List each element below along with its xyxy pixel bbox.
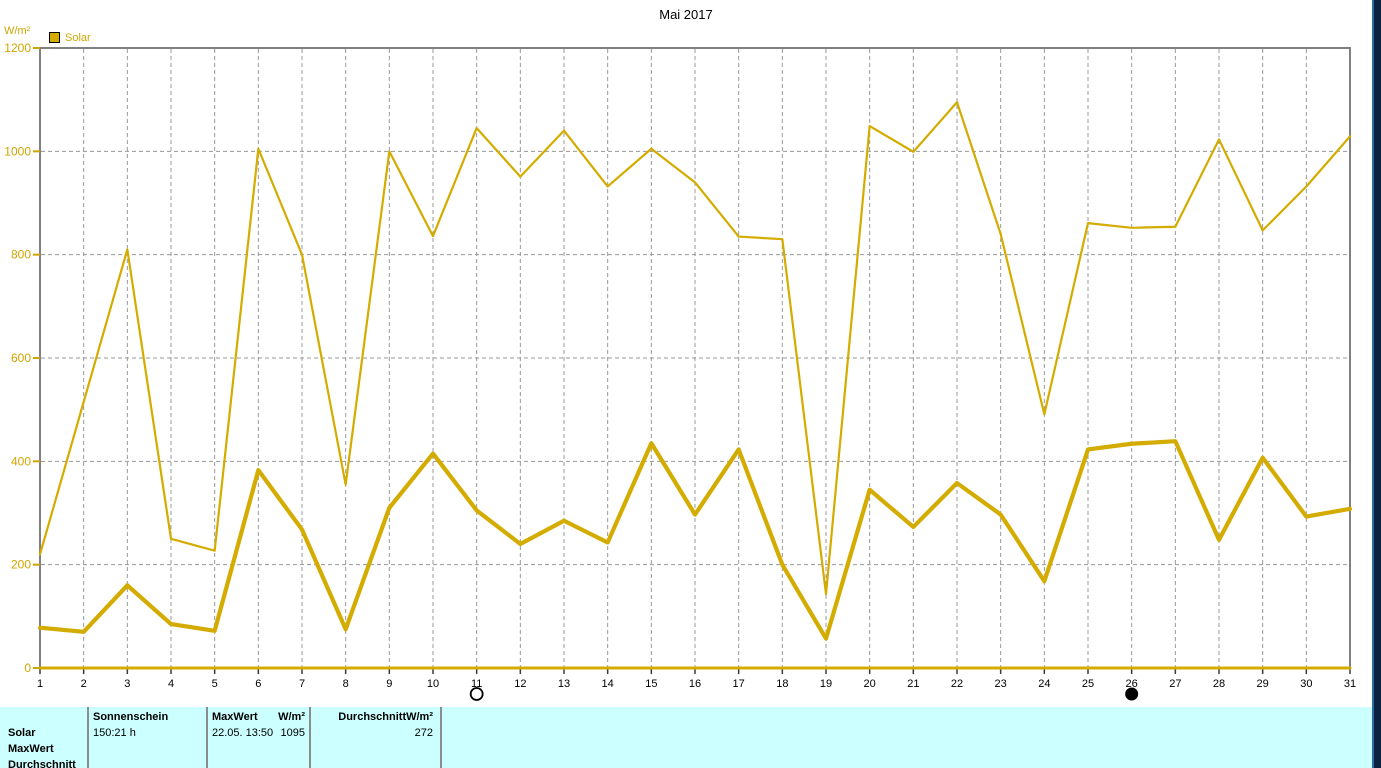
summary-table: Sonnenschein MaxWert W/m² DurchschnittW/… (0, 707, 1372, 768)
x-axis-day-label: 15 (645, 678, 657, 690)
series-line-max (38, 101, 1352, 596)
y-axis-tick-label: 400 (11, 454, 31, 468)
x-axis-day-label: 4 (168, 678, 174, 690)
legend-solar-swatch-icon (49, 32, 60, 43)
y-axis-tick-label: 200 (11, 558, 31, 572)
y-axis-tick-label: 1000 (4, 144, 31, 158)
x-axis-day-label: 28 (1213, 678, 1225, 690)
x-axis-day-label: 16 (689, 678, 701, 690)
x-axis-day-label: 7 (299, 678, 305, 690)
table-row-label-durchschnitt: Durchschnitt (8, 759, 76, 768)
x-axis-day-label: 1 (37, 678, 43, 690)
table-divider (309, 707, 311, 768)
x-axis-day-label: 23 (995, 678, 1007, 690)
table-row-label-maxwert: MaxWert (8, 743, 54, 755)
table-value-durchschnitt: 272 (414, 727, 433, 739)
x-axis-day-label: 5 (212, 678, 218, 690)
y-axis-tick-label: 0 (24, 661, 31, 675)
x-axis-day-label: 2 (81, 678, 87, 690)
x-axis-day-label: 27 (1169, 678, 1181, 690)
x-axis-day-label: 29 (1257, 678, 1269, 690)
y-axis-unit-label: W/m² (4, 25, 31, 37)
x-axis-day-label: 31 (1344, 678, 1356, 690)
x-axis-day-label: 6 (255, 678, 261, 690)
y-axis-tick-label: 800 (11, 248, 31, 262)
page-title: Mai 2017 (659, 7, 713, 22)
x-axis-day-label: 22 (951, 678, 963, 690)
y-axis-tick-label: 600 (11, 351, 31, 365)
x-axis-day-label: 21 (907, 678, 919, 690)
legend-solar-label: Solar (65, 31, 91, 44)
table-value-maxwert-datetime: 22.05. 13:50 (212, 727, 274, 739)
x-axis-day-label: 24 (1038, 678, 1050, 690)
x-axis-day-label: 9 (386, 678, 392, 690)
legend: Solar (49, 31, 91, 44)
x-axis-day-label: 19 (820, 678, 832, 690)
x-axis-day-label: 26 (1126, 678, 1138, 690)
x-axis-day-label: 11 (471, 678, 482, 690)
x-axis-day-label: 3 (124, 678, 130, 690)
x-axis-day-label: 20 (864, 678, 876, 690)
x-axis-day-label: 18 (776, 678, 788, 690)
x-axis-day-label: 17 (733, 678, 745, 690)
table-divider (440, 707, 442, 768)
table-divider (87, 707, 89, 768)
series-line-average (37, 439, 1353, 641)
table-header-maxwert-unit: W/m² (278, 711, 305, 723)
x-axis-day-label: 14 (602, 678, 614, 690)
x-axis-day-label: 25 (1082, 678, 1094, 690)
table-header-durchschnitt: DurchschnittW/m² (338, 711, 433, 723)
table-value-maxwert: 1095 (280, 727, 305, 739)
new-moon-icon (1125, 687, 1139, 701)
table-divider (206, 707, 208, 768)
x-axis-day-label: 8 (343, 678, 349, 690)
x-axis-day-label: 12 (514, 678, 526, 690)
table-value-sonnenschein: 150:21 h (93, 727, 136, 739)
full-moon-icon (469, 687, 484, 701)
table-row-label-solar: Solar (8, 727, 36, 739)
x-axis-day-label: 10 (427, 678, 439, 690)
table-header-sonnenschein: Sonnenschein (93, 711, 169, 723)
y-axis-tick-label: 1200 (4, 41, 31, 55)
x-axis-day-label: 30 (1300, 678, 1312, 690)
x-axis-day-label: 13 (558, 678, 570, 690)
window-edge-strip (1372, 0, 1381, 768)
table-header-maxwert: MaxWert (212, 711, 258, 723)
